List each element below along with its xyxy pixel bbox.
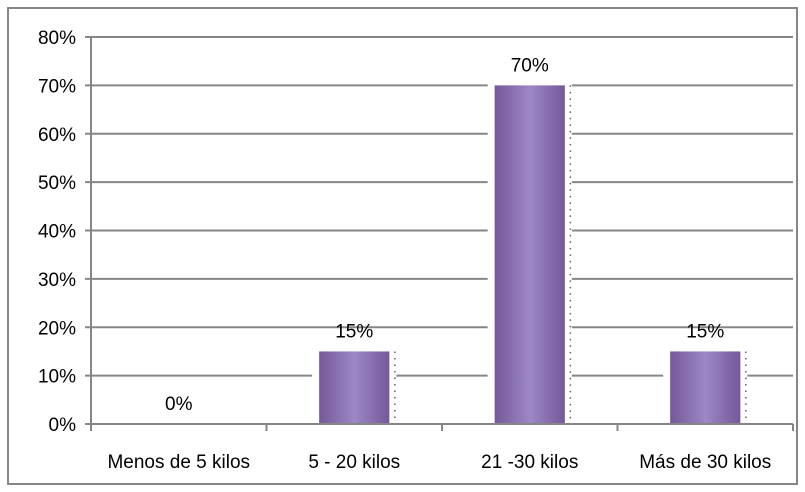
y-tick-label: 40% <box>38 222 76 243</box>
x-category-label: Más de 30 kilos <box>639 452 771 473</box>
y-tick-label: 80% <box>38 28 76 49</box>
data-label: 15% <box>335 321 373 342</box>
y-tick-label: 50% <box>38 173 76 194</box>
x-category-label: 21 -30 kilos <box>481 452 578 473</box>
data-label: 15% <box>686 321 724 342</box>
y-tick-label: 10% <box>38 367 76 388</box>
y-tick-label: 70% <box>38 76 76 97</box>
y-tick-label: 0% <box>49 415 77 436</box>
bar <box>495 85 565 424</box>
bar <box>319 351 389 424</box>
y-axis-tick-labels: 0% 10% 20% 30% 40% 50% 60% 70% 80% <box>38 28 76 436</box>
bar <box>670 351 740 424</box>
y-tick-label: 60% <box>38 125 76 146</box>
y-tick-label: 20% <box>38 318 76 339</box>
y-tick-label: 30% <box>38 270 76 291</box>
x-category-label: Menos de 5 kilos <box>107 452 250 473</box>
data-label: 0% <box>165 394 193 415</box>
data-label: 70% <box>511 55 549 76</box>
x-category-label: 5 - 20 kilos <box>308 452 400 473</box>
